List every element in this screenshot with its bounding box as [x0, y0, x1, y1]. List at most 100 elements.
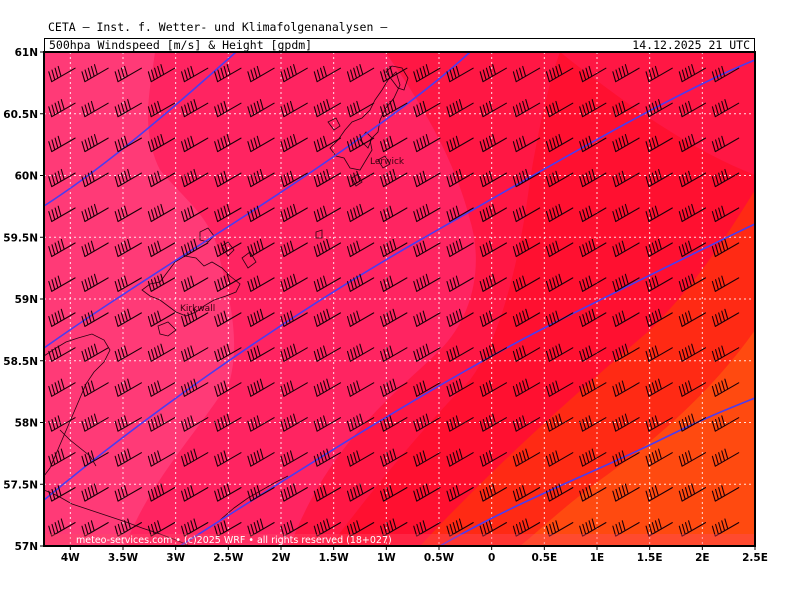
wind-barb	[181, 238, 209, 258]
lon-tick-label: 1.5W	[319, 552, 350, 564]
wind-barb	[512, 65, 541, 83]
wind-barb	[545, 170, 574, 188]
wind-barb	[214, 240, 242, 258]
wind-barb	[711, 168, 740, 188]
wind-barb	[114, 378, 142, 397]
wind-barb	[380, 518, 408, 537]
wind-barb	[711, 135, 740, 153]
wind-barb	[280, 483, 308, 502]
wind-barb	[147, 203, 176, 223]
wind-barb	[181, 448, 209, 467]
wind-barb	[479, 133, 507, 153]
wind-barb	[380, 65, 408, 83]
wind-barb	[214, 343, 242, 362]
wind-barb	[214, 310, 242, 327]
wind-barb	[413, 100, 441, 118]
wind-barb	[612, 520, 640, 537]
wind-barb	[446, 485, 474, 502]
wind-barb	[313, 238, 342, 258]
wind-barb	[81, 100, 109, 118]
wind-barb	[48, 205, 76, 223]
wind-barb	[313, 99, 342, 118]
wind-barb	[181, 378, 209, 397]
wind-barb	[247, 168, 275, 188]
wind-barb	[678, 310, 707, 327]
wind-barb	[81, 240, 109, 258]
wind-barb	[81, 133, 109, 153]
wind-barb	[380, 308, 408, 327]
wind-barb	[114, 168, 142, 188]
wind-barb	[247, 485, 275, 502]
wind-barb	[346, 170, 375, 188]
wind-barb	[380, 205, 408, 223]
wind-barb	[579, 485, 607, 502]
wind-barb	[579, 518, 607, 537]
wind-barb	[346, 380, 375, 397]
coastline	[44, 65, 409, 546]
wind-barb	[247, 415, 275, 432]
wind-barb	[479, 170, 507, 188]
wind-barb	[479, 203, 507, 223]
wind-barb	[479, 273, 507, 292]
wind-barb	[214, 64, 242, 83]
wind-barb	[114, 205, 142, 223]
wind-barb	[545, 64, 574, 83]
wind-barb	[181, 65, 209, 83]
wind-barb	[313, 275, 342, 292]
wind-barb	[579, 415, 607, 432]
wind-barb	[280, 343, 308, 362]
wind-barb	[147, 273, 176, 292]
wind-barb	[446, 168, 474, 188]
wind-barb	[579, 308, 607, 327]
wind-barb	[579, 99, 607, 118]
city-label-lerwick: Lerwick	[370, 157, 405, 167]
lat-tick-label: 60N	[15, 171, 38, 183]
wind-barb	[114, 518, 142, 537]
wind-barb	[612, 203, 640, 223]
wind-barb	[81, 413, 109, 432]
wind-barb	[181, 168, 209, 188]
lon-tick-label: 0.5E	[531, 552, 557, 564]
wind-barb	[181, 275, 209, 292]
wind-barb	[214, 450, 242, 467]
city-label-kirkwall: Kirkwall	[180, 304, 215, 314]
wind-barb	[579, 135, 607, 153]
wind-barb	[181, 415, 209, 432]
wind-barb	[545, 310, 574, 327]
wind-barb	[579, 168, 607, 188]
wind-barb	[678, 100, 707, 118]
wind-barb	[413, 133, 441, 153]
wind-barb	[147, 133, 176, 153]
wind-barb	[114, 135, 142, 153]
wind-barb	[280, 64, 308, 83]
windspeed-band-6	[520, 330, 755, 546]
wind-barb	[380, 275, 408, 292]
wind-barb	[313, 308, 342, 327]
wind-barb	[612, 380, 640, 397]
wind-barb	[48, 65, 76, 83]
wind-barb	[545, 483, 574, 502]
lat-tick-label: 57N	[15, 541, 38, 553]
wind-barb	[579, 448, 607, 467]
lon-tick-label: 2W	[272, 552, 291, 564]
wind-barb	[214, 170, 242, 188]
wind-barb	[114, 485, 142, 502]
wind-barb	[711, 65, 740, 83]
lat-tick-label: 61N	[15, 47, 38, 59]
wind-barb	[711, 99, 740, 118]
wind-barb	[48, 135, 76, 153]
wind-barb	[645, 378, 673, 397]
wind-barb	[48, 378, 76, 397]
wind-barb	[413, 450, 441, 467]
wind-barb	[479, 240, 507, 258]
wind-barb	[413, 310, 441, 327]
wind-barb	[545, 203, 574, 223]
wind-barb	[181, 99, 209, 118]
wind-barb	[48, 99, 76, 118]
lat-tick-label: 58N	[15, 418, 38, 430]
wind-barb	[81, 380, 109, 397]
wind-barb	[545, 413, 574, 432]
wind-barb	[247, 135, 275, 153]
lon-tick-label: 0	[488, 552, 495, 564]
wind-barb	[114, 448, 142, 467]
